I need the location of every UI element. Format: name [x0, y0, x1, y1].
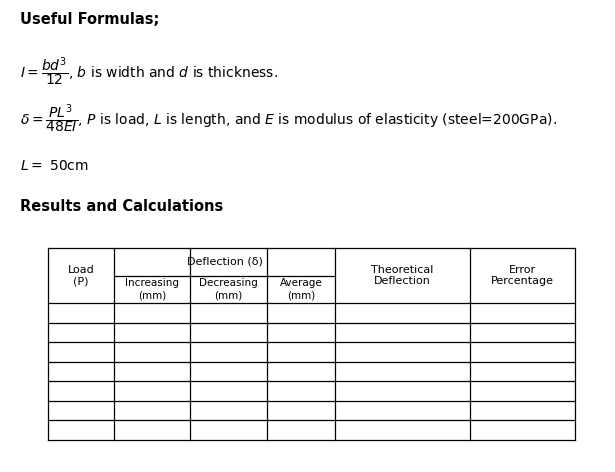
Text: Useful Formulas;: Useful Formulas; — [20, 12, 159, 27]
Text: Error
Percentage: Error Percentage — [491, 265, 554, 287]
Text: Theoretical
Deflection: Theoretical Deflection — [371, 265, 434, 287]
Text: $\delta = \dfrac{PL^3}{48EI}$, $P$ is load, $L$ is length, and $E$ is modulus of: $\delta = \dfrac{PL^3}{48EI}$, $P$ is lo… — [20, 102, 557, 135]
Text: Average
(mm): Average (mm) — [280, 278, 322, 300]
Text: $L=$ 50cm: $L=$ 50cm — [20, 159, 89, 173]
Text: Results and Calculations: Results and Calculations — [20, 199, 223, 214]
Text: Load
(P): Load (P) — [68, 265, 94, 287]
Text: Increasing
(mm): Increasing (mm) — [125, 278, 179, 300]
Text: $I = \dfrac{bd^3}{12}$, $b$ is width and $d$ is thickness.: $I = \dfrac{bd^3}{12}$, $b$ is width and… — [20, 55, 277, 88]
Text: Deflection (δ): Deflection (δ) — [186, 257, 263, 267]
Text: Decreasing
(mm): Decreasing (mm) — [199, 278, 258, 300]
